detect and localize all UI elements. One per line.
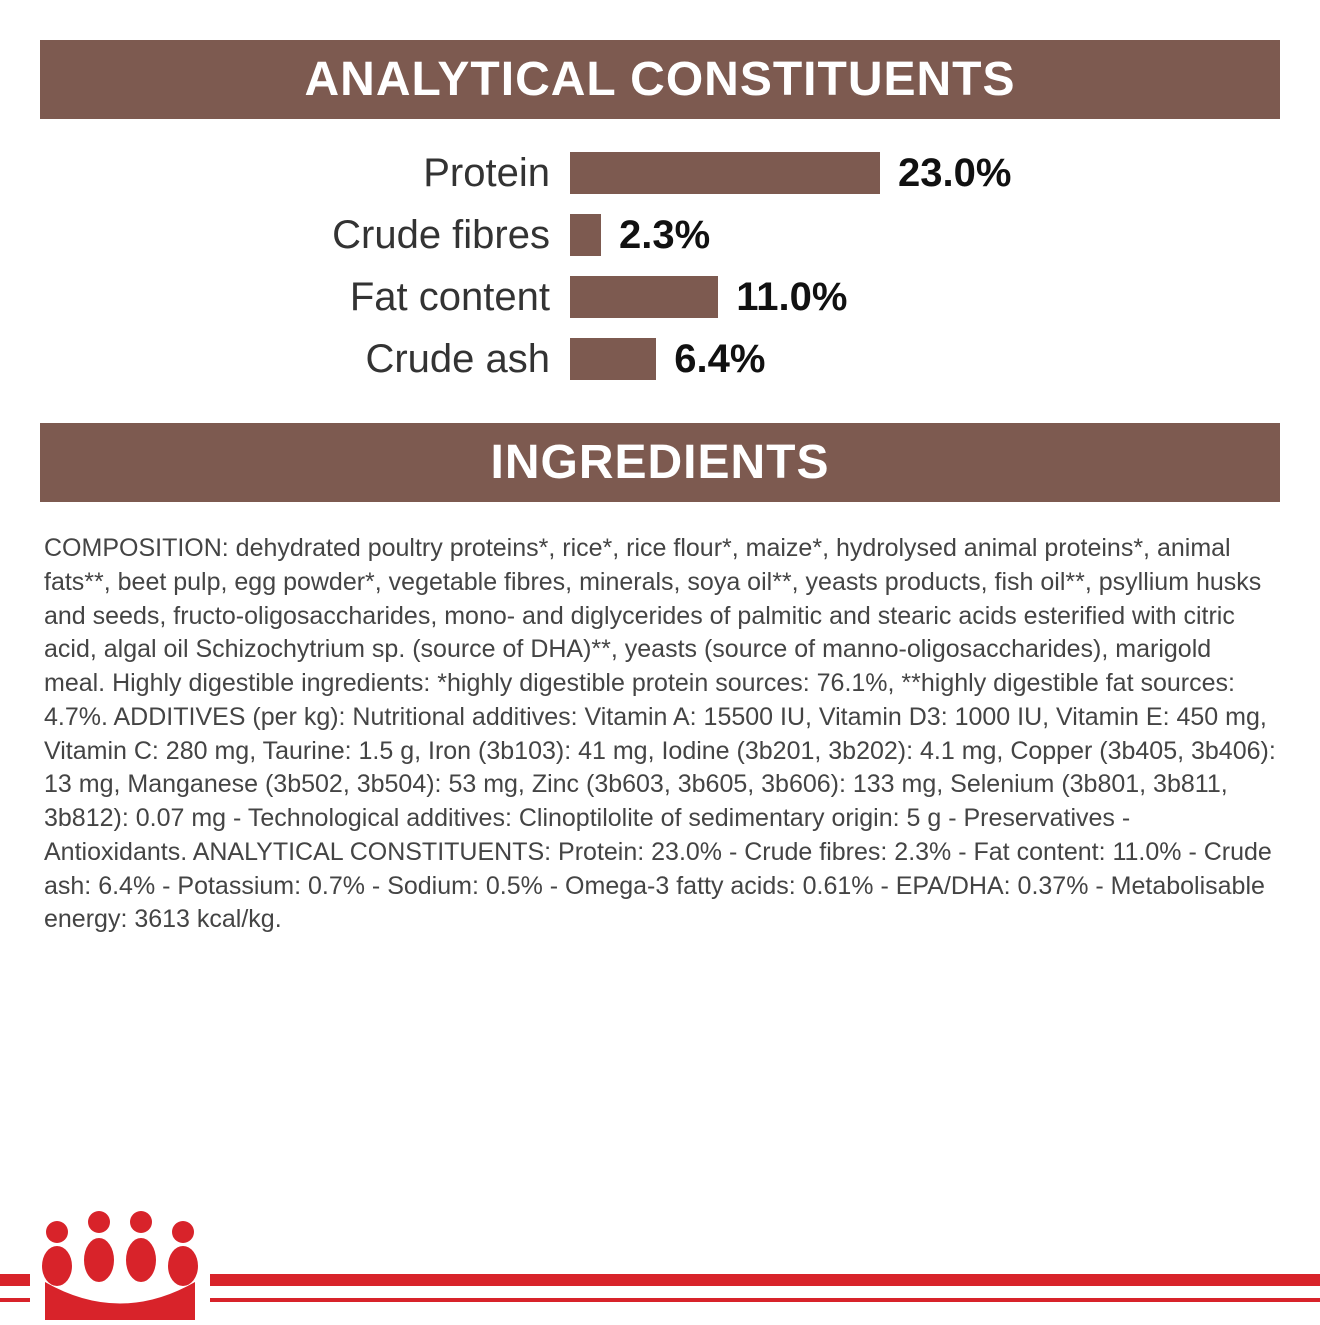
chart-bar xyxy=(570,214,601,256)
ingredients-text: COMPOSITION: dehydrated poultry proteins… xyxy=(40,532,1280,937)
chart-value: 2.3% xyxy=(601,213,710,258)
chart-value: 6.4% xyxy=(656,337,765,382)
chart-bar-area: 23.0% xyxy=(570,151,1110,196)
chart-value: 23.0% xyxy=(880,151,1011,196)
chart-row: Fat content 11.0% xyxy=(210,273,1110,321)
chart-label: Crude fibres xyxy=(210,213,570,258)
analytical-chart: Protein 23.0% Crude fibres 2.3% Fat cont… xyxy=(210,149,1110,383)
chart-bar xyxy=(570,338,656,380)
chart-row: Crude fibres 2.3% xyxy=(210,211,1110,259)
chart-label: Crude ash xyxy=(210,337,570,382)
chart-row: Crude ash 6.4% xyxy=(210,335,1110,383)
chart-bar xyxy=(570,276,718,318)
brand-crown-wrap xyxy=(30,1200,210,1320)
chart-bar xyxy=(570,152,880,194)
footer xyxy=(0,1200,1320,1320)
chart-label: Fat content xyxy=(210,275,570,320)
chart-bar-area: 2.3% xyxy=(570,213,1110,258)
chart-bar-area: 11.0% xyxy=(570,275,1110,320)
chart-bar-area: 6.4% xyxy=(570,337,1110,382)
ingredients-header: INGREDIENTS xyxy=(40,423,1280,502)
analytical-header: ANALYTICAL CONSTITUENTS xyxy=(40,40,1280,119)
crown-icon xyxy=(35,1210,205,1320)
chart-row: Protein 23.0% xyxy=(210,149,1110,197)
chart-value: 11.0% xyxy=(718,275,847,320)
chart-label: Protein xyxy=(210,151,570,196)
